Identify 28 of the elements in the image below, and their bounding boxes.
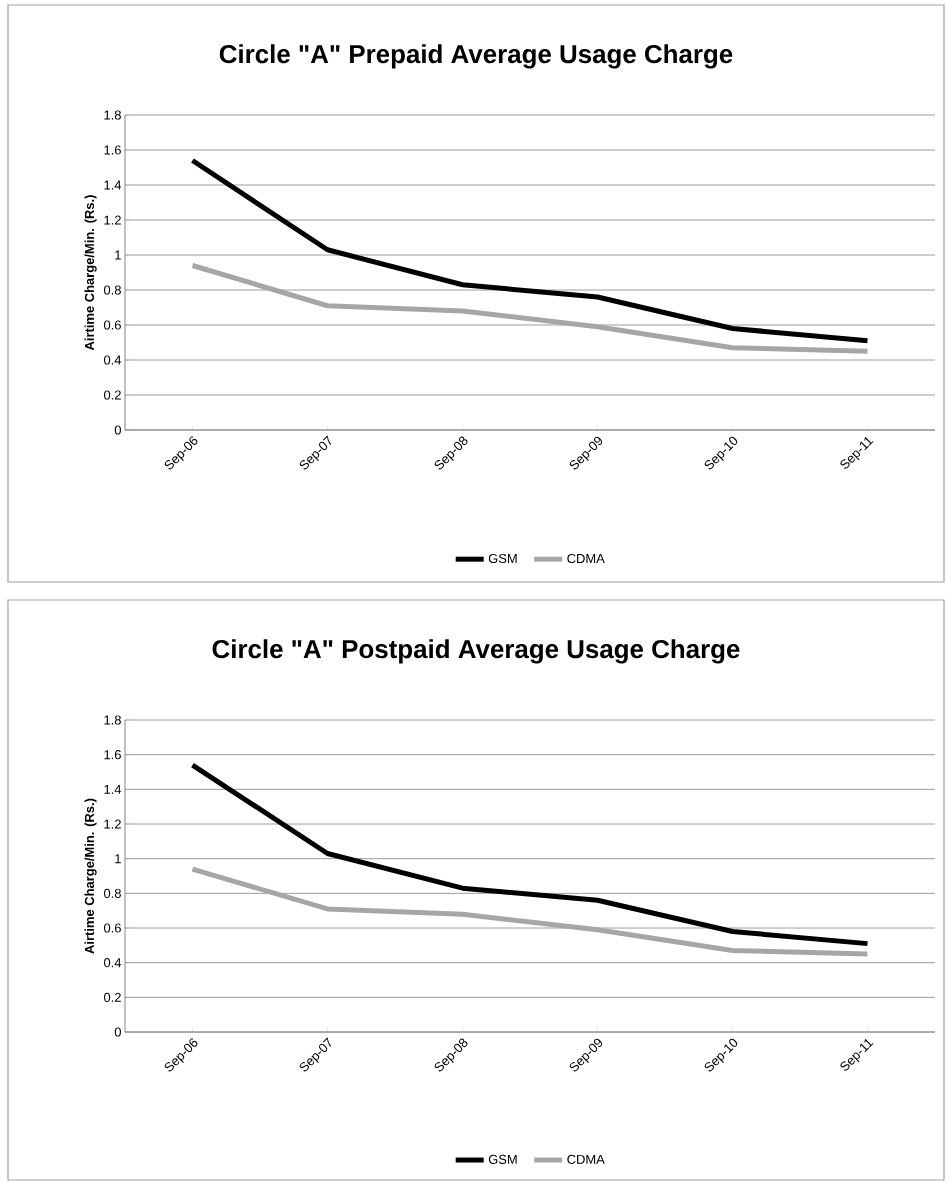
y-tick-label: 1.8	[104, 110, 121, 120]
y-tick-label: 0.4	[103, 355, 122, 365]
y-tick-label: 0.4	[103, 958, 122, 968]
y-tick-label: 1	[115, 250, 121, 260]
y-tick-label: 1.6	[104, 145, 121, 155]
y-tick-label: 0.8	[103, 285, 121, 295]
legend-label: CDMA	[567, 553, 605, 564]
y-tick-label: 1.2	[104, 215, 121, 225]
y-tick-label: 1	[115, 854, 121, 864]
y-tick-label: 0.2	[103, 992, 121, 1002]
y-tick-label: 0.8	[103, 888, 121, 898]
legend-label: GSM	[488, 1154, 517, 1164]
y-tick-label: 0	[114, 1027, 121, 1037]
y-tick-label: 0.2	[103, 390, 121, 400]
y-tick-label: 0	[114, 425, 121, 435]
y-tick-label: 0.6	[103, 320, 121, 330]
chart-title: Circle "A" Postpaid Average Usage Charge	[212, 639, 740, 664]
y-tick-label: 1.4	[104, 180, 122, 190]
y-axis-title: Airtime Charge/Min. (Rs.)	[84, 195, 97, 351]
y-tick-label: 1.8	[104, 715, 121, 725]
y-axis-title: Airtime Charge/Min. (Rs.)	[84, 798, 97, 954]
y-tick-label: 1.6	[104, 750, 121, 760]
y-tick-label: 0.6	[103, 923, 121, 933]
y-tick-label: 1.4	[104, 784, 122, 794]
chart-title: Circle "A" Prepaid Average Usage Charge	[219, 44, 733, 69]
legend-label: GSM	[488, 553, 517, 564]
legend-label: CDMA	[567, 1154, 605, 1164]
y-tick-label: 1.2	[104, 819, 121, 829]
